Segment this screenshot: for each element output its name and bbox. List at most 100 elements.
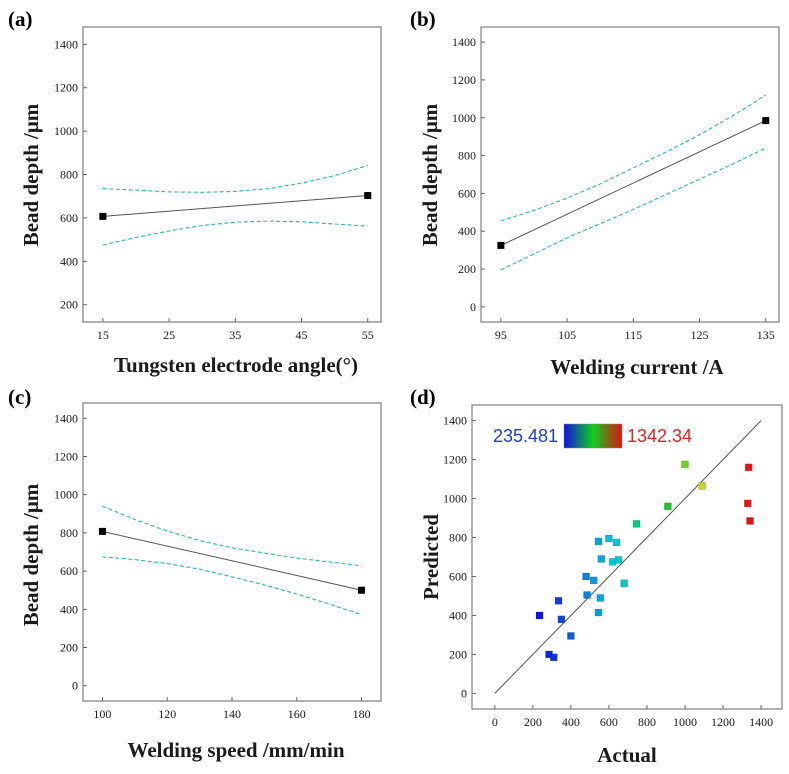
y-tick-label-d: 0 xyxy=(461,686,467,700)
panel-label-d: (d) xyxy=(410,385,436,409)
x-tick-label-d: 600 xyxy=(600,715,618,729)
x-tick-label-d: 1400 xyxy=(749,715,773,729)
y-tick-label-a: 800 xyxy=(60,168,78,182)
x-tick-label-d: 400 xyxy=(562,715,580,729)
design-point-b xyxy=(497,241,505,249)
prediction-line-a xyxy=(102,195,368,217)
plot-area-b xyxy=(480,26,780,323)
upper-ci-line-a xyxy=(102,164,368,193)
y-tick-label-b: 0 xyxy=(470,300,476,314)
scatter-point xyxy=(550,653,558,662)
x-tick-label-b: 95 xyxy=(495,328,507,342)
plot-area-a xyxy=(82,26,382,323)
y-tick-label-a: 1000 xyxy=(54,124,78,138)
panel-a: (a) 200 400 600 800 1000 1200 1400 15 25 35 45 55 T… xyxy=(8,7,382,377)
x-tick-label-b: 105 xyxy=(558,328,576,342)
upper-ci-line-b xyxy=(500,94,767,222)
x-tick-label-d: 1200 xyxy=(711,715,735,729)
scatter-point xyxy=(567,632,575,640)
x-tick-label-c: 120 xyxy=(158,707,176,721)
scatter-point xyxy=(744,463,753,472)
scatter-point xyxy=(597,555,606,563)
panel-b: (b) 0 200 400 600 800 1000 1200 1400 95 105 115 125… xyxy=(410,7,780,379)
y-tick-label-a: 200 xyxy=(60,298,78,312)
x-tick-label-c: 140 xyxy=(223,707,241,721)
y-tick-label-c: 1400 xyxy=(54,411,78,425)
design-point-b xyxy=(762,117,770,125)
x-tick-label-b: 125 xyxy=(691,328,709,342)
y-tick-label-a: 400 xyxy=(60,254,78,268)
x-tick-label-d: 200 xyxy=(524,715,542,729)
design-point-a xyxy=(364,192,372,200)
y-tick-label-c: 1200 xyxy=(54,449,78,463)
y-tick-label-c: 1000 xyxy=(54,488,78,502)
x-tick-label-d: 1000 xyxy=(673,715,697,729)
prediction-line-c xyxy=(102,530,362,591)
x-tick-label-d: 800 xyxy=(638,715,656,729)
scatter-point xyxy=(681,460,689,469)
plot-area-d xyxy=(471,404,783,710)
y-tick-label-b: 1200 xyxy=(452,73,476,87)
x-tick-label-b: 135 xyxy=(757,328,775,342)
y-tick-label-d: 200 xyxy=(449,647,467,661)
y-tick-label-b: 400 xyxy=(458,224,476,238)
y-axis-label-a: Bead depth /μm xyxy=(19,103,43,246)
x-axis-label-d: Actual xyxy=(597,743,657,767)
colorbar xyxy=(563,423,623,449)
scatter-point xyxy=(698,482,706,490)
y-tick-label-b: 1400 xyxy=(452,35,476,49)
x-tick-label-d: 0 xyxy=(492,715,498,729)
scatter-point xyxy=(632,520,641,528)
x-tick-label-b: 115 xyxy=(625,328,643,342)
colorbar-min-label: 235.481 xyxy=(493,426,558,446)
y-tick-label-c: 200 xyxy=(60,641,78,655)
x-axis-label-a: Tungsten electrode angle(°) xyxy=(114,353,358,377)
panel-label-b: (b) xyxy=(410,7,436,31)
design-point-c xyxy=(358,586,366,594)
design-point-c xyxy=(98,527,106,535)
y-tick-label-c: 800 xyxy=(60,526,78,540)
y-tick-label-a: 600 xyxy=(60,211,78,225)
panel-c: (c) 0 200 400 600 800 1000 1200 1400 100 120 140 16… xyxy=(8,385,382,762)
design-point-a xyxy=(99,212,107,220)
y-tick-label-c: 400 xyxy=(60,602,78,616)
scatter-point xyxy=(557,615,566,624)
scatter-point xyxy=(535,611,544,620)
scatter-point xyxy=(596,594,605,602)
x-tick-label-c: 100 xyxy=(93,707,111,721)
scatter-point xyxy=(589,576,598,585)
x-tick-label-a: 35 xyxy=(229,328,241,342)
scatter-point xyxy=(594,608,603,617)
plot-area-c xyxy=(82,402,382,702)
prediction-line-b xyxy=(500,120,767,246)
y-axis-label-d: Predicted xyxy=(419,514,443,600)
x-tick-label-a: 55 xyxy=(362,328,374,342)
y-tick-label-d: 400 xyxy=(449,608,467,622)
y-tick-label-b: 600 xyxy=(458,186,476,200)
y-tick-label-b: 1000 xyxy=(452,111,476,125)
upper-ci-line-c xyxy=(102,505,362,567)
x-tick-label-c: 180 xyxy=(353,707,371,721)
y-tick-label-b: 800 xyxy=(458,149,476,163)
scatter-point xyxy=(605,534,613,543)
scatter-point xyxy=(614,556,623,564)
y-tick-label-d: 800 xyxy=(449,531,467,545)
scatter-point xyxy=(664,502,672,511)
y-tick-label-d: 1200 xyxy=(443,453,467,467)
x-axis-label-b: Welding current /A xyxy=(550,355,724,379)
y-axis-label-b: Bead depth /μm xyxy=(418,103,442,246)
x-tick-label-c: 160 xyxy=(288,707,306,721)
y-tick-label-a: 1200 xyxy=(54,81,78,95)
panel-label-c: (c) xyxy=(8,385,31,409)
panel-label-a: (a) xyxy=(8,7,33,31)
scatter-point xyxy=(582,572,590,581)
x-axis-label-c: Welding speed /mm/min xyxy=(127,738,344,762)
scatter-point xyxy=(583,591,591,599)
y-tick-label-d: 600 xyxy=(449,569,467,583)
scatter-point xyxy=(554,597,563,605)
x-tick-label-a: 15 xyxy=(97,328,109,342)
x-tick-label-a: 25 xyxy=(163,328,175,342)
scatter-point xyxy=(746,517,754,525)
lower-ci-line-c xyxy=(102,556,362,616)
